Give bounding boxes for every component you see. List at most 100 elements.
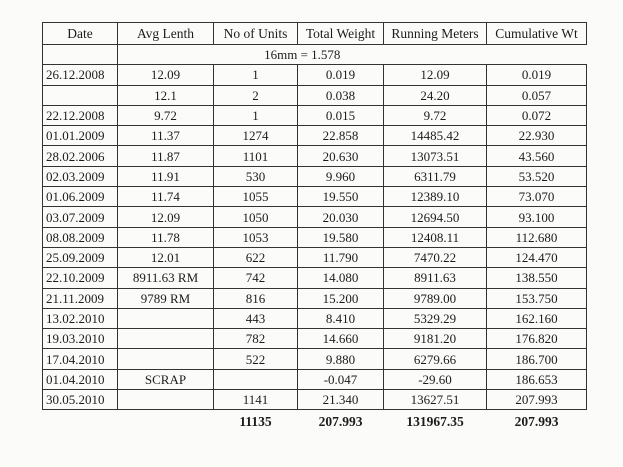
date-cell: 22.12.2008	[42, 104, 118, 127]
date-cell: 03.07.2009	[42, 206, 118, 228]
weight-cell: -0.047	[297, 368, 384, 391]
meters-cell: 13073.51	[383, 145, 487, 167]
header-date: Date	[42, 22, 118, 45]
totals-blank-avg	[118, 410, 214, 433]
date-cell: 02.03.2009	[42, 165, 118, 188]
table-row: 02.03.2009 11.91 530 9.960 6311.79 53.520	[42, 165, 587, 188]
header-units: No of Units	[213, 22, 298, 45]
weight-cell: 0.019	[297, 64, 384, 86]
date-cell: 22.10.2009	[42, 267, 118, 289]
section-row: 16mm = 1.578	[42, 44, 587, 65]
avg-length-cell	[117, 389, 214, 411]
weight-cell: 0.015	[297, 104, 384, 127]
meters-cell: 5329.29	[383, 307, 487, 330]
cumulative-cell: 53.520	[486, 165, 587, 188]
meters-cell: 9.72	[383, 104, 487, 127]
total-weight: 207.993	[318, 413, 363, 429]
units-cell: 1141	[213, 389, 298, 411]
avg-length-cell	[117, 328, 214, 350]
units-cell: 530	[213, 165, 298, 188]
avg-length-cell: 12.1	[117, 84, 214, 106]
table-row: 03.07.2009 12.09 1050 20.030 12694.50 93.100	[42, 206, 587, 228]
meters-cell: 9789.00	[383, 287, 487, 309]
header-cumulative-weight: Cumulative Wt	[486, 22, 587, 45]
meters-cell: 24.20	[383, 84, 487, 106]
totals-blank-date	[43, 410, 118, 433]
table-row: 13.02.2010 443 8.410 5329.29 162.160	[42, 307, 587, 330]
meters-cell: 12694.50	[383, 206, 487, 228]
date-cell: 28.02.2006	[42, 145, 118, 167]
avg-length-cell	[117, 307, 214, 330]
table-row: 25.09.2009 12.01 622 11.790 7470.22 124.470	[42, 246, 587, 269]
avg-length-cell	[117, 348, 214, 370]
units-cell: 1053	[213, 226, 298, 248]
weight-cell: 11.790	[297, 246, 384, 269]
meters-cell: 12.09	[383, 64, 487, 86]
avg-length-cell: 11.74	[117, 186, 214, 208]
weight-cell: 20.630	[297, 145, 384, 167]
weight-log-table: Date Avg Lenth No of Units Total Weight …	[42, 22, 587, 432]
cumulative-cell: 43.560	[486, 145, 587, 167]
avg-length-cell: 12.09	[117, 206, 214, 228]
meters-cell: 9181.20	[383, 328, 487, 350]
units-cell: 1274	[213, 125, 298, 147]
weight-cell: 0.038	[297, 84, 384, 106]
table-row: 28.02.2006 11.87 1101 20.630 13073.51 43.560	[42, 145, 587, 167]
date-cell	[42, 84, 118, 106]
units-cell: 1055	[213, 186, 298, 208]
cumulative-cell: 93.100	[486, 206, 587, 228]
total-meters: 131967.35	[406, 413, 464, 429]
header-running-meters: Running Meters	[383, 22, 487, 45]
date-cell: 08.08.2009	[42, 226, 118, 248]
table-row: 08.08.2009 11.78 1053 19.580 12408.11 112.680	[42, 226, 587, 248]
cumulative-cell: 153.750	[486, 287, 587, 309]
table-row: 26.12.2008 12.09 1 0.019 12.09 0.019	[42, 64, 587, 86]
date-cell: 25.09.2009	[42, 246, 118, 269]
table-row: 22.12.2008 9.72 1 0.015 9.72 0.072	[42, 104, 587, 127]
totals-row: 11135 207.993 131967.35 207.993	[43, 410, 587, 433]
weight-cell: 15.200	[297, 287, 384, 309]
cumulative-cell: 176.820	[486, 328, 587, 350]
avg-length-cell: 9.72	[117, 104, 214, 127]
cumulative-cell: 186.700	[486, 348, 587, 370]
date-cell: 19.03.2010	[42, 328, 118, 350]
total-units: 11135	[239, 413, 272, 429]
table-row: 30.05.2010 1141 21.340 13627.51 207.993	[42, 389, 587, 411]
units-cell: 1050	[213, 206, 298, 228]
meters-cell: 7470.22	[383, 246, 487, 269]
table-row: 17.04.2010 522 9.880 6279.66 186.700	[42, 348, 587, 370]
header-row: Date Avg Lenth No of Units Total Weight …	[42, 22, 587, 45]
meters-cell: 6311.79	[383, 165, 487, 188]
date-cell: 13.02.2010	[42, 307, 118, 330]
date-cell: 30.05.2010	[42, 389, 118, 411]
table-row: 12.1 2 0.038 24.20 0.057	[42, 84, 587, 106]
cumulative-cell: 138.550	[486, 267, 587, 289]
units-cell: 2	[213, 84, 298, 106]
cumulative-cell: 73.070	[486, 186, 587, 208]
weight-cell: 14.080	[297, 267, 384, 289]
weight-cell: 22.858	[297, 125, 384, 147]
date-cell: 21.11.2009	[42, 287, 118, 309]
units-cell: 742	[213, 267, 298, 289]
date-cell: 01.06.2009	[42, 186, 118, 208]
avg-length-cell: 9789 RM	[117, 287, 214, 309]
meters-cell: 6279.66	[383, 348, 487, 370]
units-cell: 1101	[213, 145, 298, 167]
date-cell: 17.04.2010	[42, 348, 118, 370]
cumulative-cell: 186.653	[486, 368, 587, 391]
weight-cell: 19.580	[297, 226, 384, 248]
cumulative-cell: 162.160	[486, 307, 587, 330]
date-cell: 26.12.2008	[42, 64, 118, 86]
units-cell: 522	[213, 348, 298, 370]
table-row: 19.03.2010 782 14.660 9181.20 176.820	[42, 328, 587, 350]
meters-cell: -29.60	[383, 368, 487, 391]
cumulative-cell: 207.993	[486, 389, 587, 411]
meters-cell: 13627.51	[383, 389, 487, 411]
units-cell: 1	[213, 64, 298, 86]
cumulative-cell: 0.019	[486, 64, 587, 86]
weight-cell: 8.410	[297, 307, 384, 330]
date-cell: 01.04.2010	[42, 368, 118, 391]
table-row: 01.06.2009 11.74 1055 19.550 12389.10 73.070	[42, 186, 587, 208]
units-cell	[213, 368, 298, 391]
